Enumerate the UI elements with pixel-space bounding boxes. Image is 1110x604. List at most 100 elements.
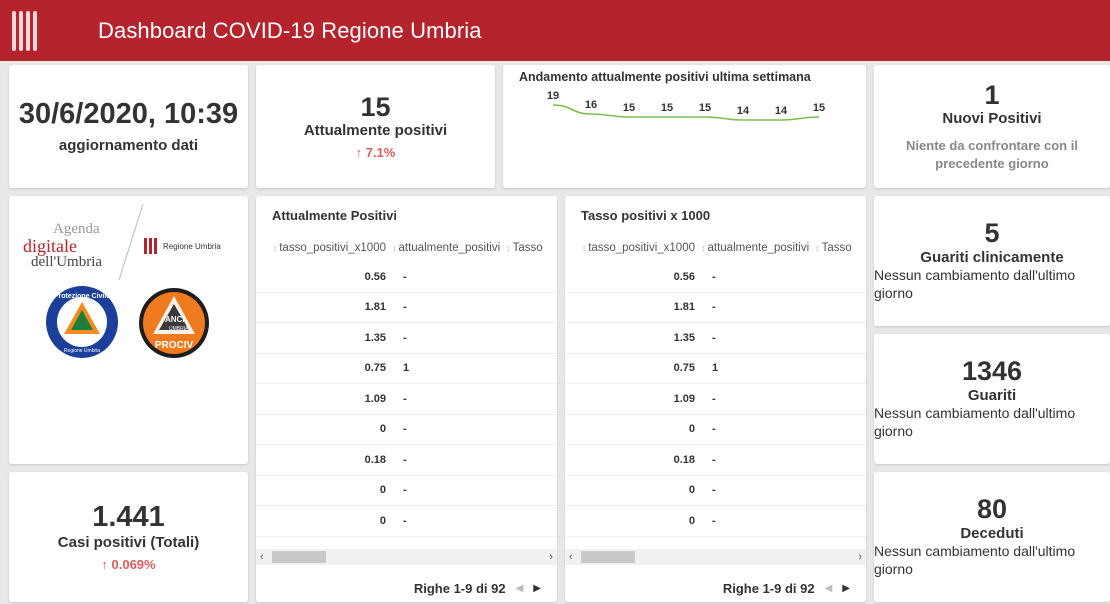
trend-chart-card: Andamento attualmente positivi ultima se… [503,65,866,188]
table-row: 0.56- [565,262,866,293]
table-row: 0.18- [565,445,866,476]
column-header[interactable]: ↕ tasso_positivi_x1000 [581,242,695,254]
scroll-left-icon[interactable]: ‹ [569,551,573,563]
casi-totali-value: 1.441 [92,501,165,534]
trend-data-label: 15 [661,102,673,114]
table-row: 1.81- [256,293,557,323]
table-row: 1.35- [256,323,557,354]
scroll-right-icon[interactable]: › [858,551,862,563]
column-header[interactable]: ↕ Tasso [815,242,852,254]
nuovi-positivi-card: 1 Nuovi Positivi Niente da confrontare c… [874,65,1110,188]
guariti-clin-label: Guariti clinicamente [920,249,1064,267]
scrollbar-thumb[interactable] [272,551,326,563]
trend-data-label: 16 [585,99,597,111]
table-header: ↕ tasso_positivi_x1000 ↕ attualmente_posit… [565,236,852,260]
trend-data-label: 15 [623,102,635,114]
scrollbar-thumb[interactable] [581,551,635,563]
column-header[interactable]: ↕ attualmente_positivi [701,242,810,254]
guariti-value: 1346 [961,356,1023,387]
regione-columns-icon [144,238,157,254]
table-row: 0.56- [256,262,557,293]
scroll-right-icon[interactable]: › [549,551,553,563]
nuovi-value: 1 [984,79,1000,110]
sort-icon: ↕ [581,243,587,253]
update-card: 30/6/2020, 10:39 aggiornamento dati [9,65,248,188]
table-row: 0- [256,415,557,445]
table-row: 0.75 1 [256,354,557,384]
trend-data-label: 15 [813,102,825,114]
guariti-card: 1346 Guariti Nessun cambiamento dall'ult… [874,334,1110,464]
table-row: 0.75 1 [565,354,866,384]
attualmente-label: Attualmente positivi [303,122,448,140]
casi-totali-card: 1.441 Casi positivi (Totali) ↑ 0.069% [9,472,248,602]
trend-line [552,104,820,121]
table-row: 1.81- [565,293,866,323]
table-title: Tasso positivi x 1000 [581,208,711,223]
attualmente-value: 15 [360,91,391,122]
table-row: 1.09- [565,384,866,415]
table-row: 1.09- [256,384,557,415]
nuovi-label: Nuovi Positivi [942,110,1042,128]
table-body: 0.56- 1.81- 1.35- 0.75 1 1.09- 0- 0.18- 0… [256,262,557,537]
svg-text:PROCIV: PROCIV [155,340,194,351]
anci-umbria-prociv-logo: ANCI UMBRIA PROCIV [139,288,209,358]
pagination: Righe 1-9 di 92 ◀ ▶ [256,581,557,596]
guariti-note: Nessun cambiamento dall'ultimo giorno [874,405,1076,440]
trend-data-label: 19 [547,90,559,102]
protezione-civile-logo: Protezione Civile Regione Umbria [46,286,118,358]
trend-data-label: 15 [699,102,711,114]
horizontal-scrollbar[interactable]: ‹ › [256,549,557,565]
update-label: aggiornamento dati [58,136,199,154]
svg-text:Regione Umbria: Regione Umbria [64,348,100,354]
column-header[interactable]: ↕ attualmente_positivi [392,242,501,254]
table-attualmente-positivi: Attualmente Positivi ↕ tasso_positivi_x10… [256,196,557,602]
table-row: 0.18- [256,445,557,476]
pagination: Righe 1-9 di 92 ◀ ▶ [565,581,866,596]
svg-text:UMBRIA: UMBRIA [169,326,189,332]
trend-data-label: 14 [737,105,750,117]
table-tasso-positivi: Tasso positivi x 1000 ↕ tasso_positivi_x1… [565,196,866,602]
prev-page-icon[interactable]: ◀ [515,583,524,594]
casi-totali-trend: ↑ 0.069% [101,556,156,572]
sort-icon: ↕ [701,243,706,253]
deceduti-label: Deceduti [960,525,1024,543]
table-row: 0- [565,415,866,445]
horizontal-scrollbar[interactable]: ‹ › [565,549,866,565]
casi-totali-label: Casi positivi (Totali) [57,533,200,551]
guariti-label: Guariti [967,387,1017,405]
scroll-left-icon[interactable]: ‹ [260,551,264,563]
table-header: ↕ tasso_positivi_x1000 ↕ attualmente_posit… [256,236,543,260]
next-page-icon[interactable]: ▶ [533,583,541,594]
sort-icon: ↕ [506,243,511,253]
table-row: 0- [256,506,557,537]
svg-text:Protezione Civile: Protezione Civile [54,293,111,300]
column-header[interactable]: ↕ Tasso [506,242,543,254]
logo-divider-line [118,203,144,281]
regione-umbria-logo: Regione Umbria [143,236,221,256]
guariti-clin-value: 5 [984,218,1000,249]
agenda-digitale-logo: Agenda digitale dell'Umbria [23,221,103,270]
guariti-clinicamente-card: 5 Guariti clinicamente Nessun cambiament… [874,196,1110,326]
attualmente-positivi-card: 15 Attualmente positivi ↑ 7.1% [256,65,495,188]
guariti-clin-note: Nessun cambiamento dall'ultimo giorno [874,267,1076,302]
sort-icon: ↕ [392,243,397,253]
prev-page-icon[interactable]: ◀ [824,583,833,594]
pagination-label: Righe 1-9 di 92 [413,581,506,596]
deceduti-card: 80 Deceduti Nessun cambiamento dall'ulti… [874,472,1110,602]
umbria-columns-icon [0,0,48,61]
trend-data-label: 14 [775,105,788,117]
next-page-icon[interactable]: ▶ [842,583,850,594]
svg-text:ANCI: ANCI [165,315,185,324]
nuovi-note: Niente da confrontare con il precedente … [906,138,1078,171]
table-body: 0.56- 1.81- 1.35- 0.75 1 1.09- 0- 0.18- 0… [565,262,866,537]
update-datetime: 30/6/2020, 10:39 [18,98,239,131]
top-bar: Dashboard COVID-19 Regione Umbria [0,0,1110,61]
pagination-label: Righe 1-9 di 92 [722,581,815,596]
trend-chart-title: Andamento attualmente positivi ultima se… [519,70,811,84]
column-header[interactable]: ↕ tasso_positivi_x1000 [272,242,386,254]
table-row: 1.35- [565,323,866,354]
table-row: 0- [565,476,866,506]
table-row: 0- [256,476,557,506]
attualmente-trend: ↑ 7.1% [355,145,396,161]
logos-card: Agenda digitale dell'Umbria Regione Umbr… [9,196,248,464]
